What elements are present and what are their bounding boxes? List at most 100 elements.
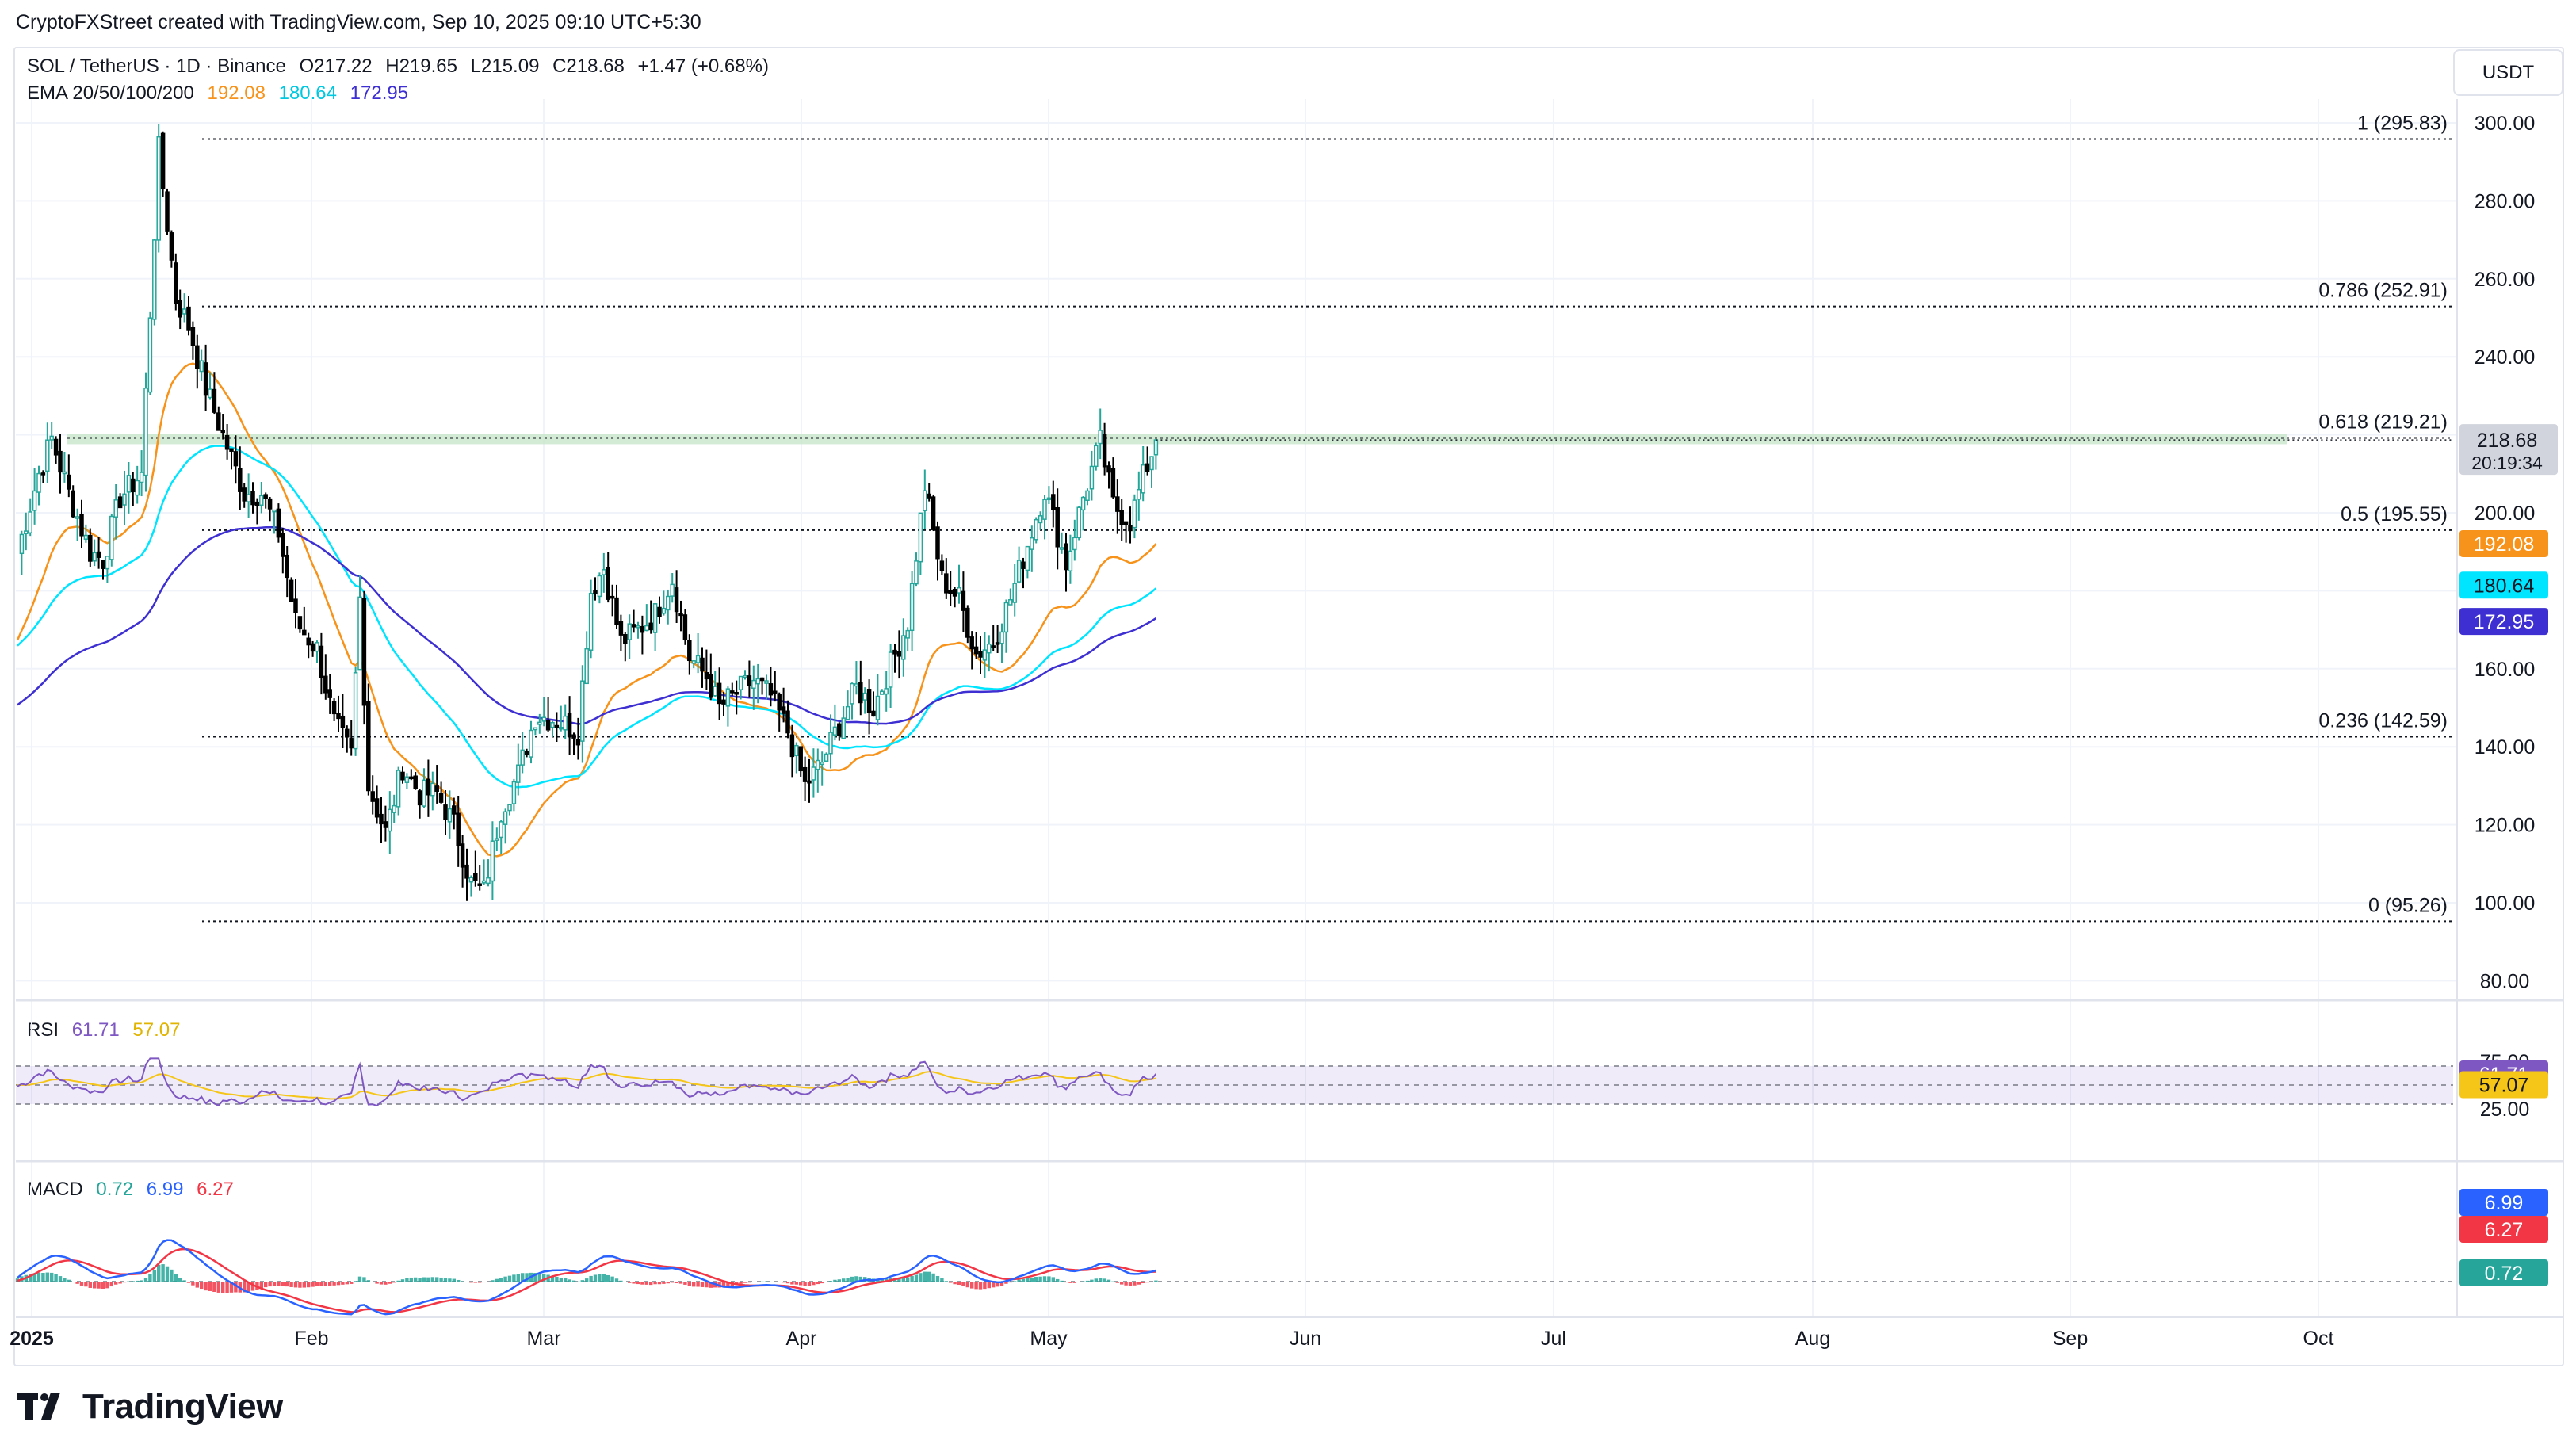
macd-histogram-bar: [923, 1271, 927, 1282]
macd-histogram-bar: [807, 1282, 812, 1286]
macd-histogram-bar: [812, 1282, 816, 1286]
symbol-legend[interactable]: SOL / TetherUS · 1D · Binance O217.22 H2…: [27, 55, 777, 78]
macd-histogram-bar: [790, 1282, 794, 1285]
macd-histogram-bar: [598, 1274, 602, 1282]
macd-legend-label[interactable]: MACD: [27, 1179, 83, 1200]
candle-body: [379, 813, 384, 825]
candle-body: [250, 491, 255, 506]
macd-legend[interactable]: MACD 0.72 6.99 6.27: [27, 1179, 242, 1201]
macd-histogram-bar: [1021, 1278, 1026, 1282]
macd-histogram-bar: [649, 1282, 653, 1286]
ema20-badge: 192.08: [2474, 533, 2534, 556]
candle-body: [802, 766, 808, 782]
candle-body: [807, 780, 812, 784]
fib-level-label: 1 (295.83): [2357, 113, 2448, 135]
candle-body: [755, 678, 760, 685]
candle-body: [468, 877, 474, 883]
resistance-zone: [67, 434, 2287, 445]
macd-histogram-bar: [45, 1272, 49, 1282]
candle-body: [340, 715, 346, 728]
candle-body: [1089, 465, 1095, 490]
rsi-legend[interactable]: RSI 61.71 57.07: [27, 1019, 188, 1041]
candle-body: [79, 514, 84, 537]
macd-histogram-bar: [409, 1277, 413, 1282]
candle-body: [652, 603, 658, 633]
candle-body: [1012, 583, 1017, 603]
candle-body: [62, 471, 67, 475]
macd-histogram-bar: [491, 1280, 495, 1282]
candle-body: [704, 671, 709, 680]
macd-histogram-bar: [323, 1282, 327, 1286]
macd-histogram-bar: [858, 1276, 862, 1282]
rsi-ma-badge-bg: [2459, 1071, 2548, 1099]
candle-body: [948, 590, 953, 594]
macd-histogram-bar: [354, 1281, 357, 1282]
candle-body: [1034, 518, 1038, 541]
macd-histogram-bar: [555, 1276, 559, 1282]
candle-body: [345, 728, 350, 738]
macd-histogram-bar: [1133, 1282, 1137, 1286]
candle-body: [918, 512, 923, 563]
symbol-pair[interactable]: SOL / TetherUS · 1D · Binance: [27, 55, 286, 77]
ema50-badge-bg: [2459, 571, 2548, 599]
currency-button[interactable]: USDT: [2453, 49, 2563, 96]
candle-body: [850, 682, 854, 705]
macd-histogram-bar: [247, 1282, 250, 1292]
candle-body: [353, 672, 358, 750]
candle-body: [700, 657, 705, 672]
candle-body: [438, 792, 444, 803]
macd-histogram-bar: [136, 1280, 140, 1282]
candle-body: [452, 805, 457, 815]
candle-body: [618, 621, 624, 636]
fib-level-label: 0.618 (219.21): [2318, 411, 2448, 433]
last-price-badge-bg: [2459, 424, 2558, 476]
candle-body: [759, 677, 765, 682]
candle-body: [160, 132, 166, 189]
ohlc-open: O217.22: [299, 55, 373, 77]
candle-body: [165, 191, 170, 232]
macd-line: [17, 1239, 1156, 1316]
macd-line-legend-value: 6.99: [146, 1179, 184, 1200]
macd-histogram-bar: [272, 1282, 277, 1286]
candle-body: [24, 530, 29, 535]
time-axis-label: Apr: [786, 1328, 817, 1350]
candle-body: [931, 496, 936, 530]
candle-body: [743, 674, 747, 678]
time-axis-label: Aug: [1795, 1328, 1830, 1350]
macd-histogram-bar: [978, 1282, 983, 1290]
macd-histogram-bar: [965, 1282, 969, 1288]
candle-body: [738, 675, 743, 690]
price-badges: 218.6820:19:34192.08180.64172.9561.7157.…: [2459, 424, 2558, 1286]
tradingview-brand[interactable]: TradingView: [17, 1387, 283, 1427]
candle-body: [443, 804, 448, 820]
macd-histogram-bar: [1085, 1280, 1090, 1282]
macd-histogram-bar: [375, 1282, 379, 1284]
candle-body: [768, 683, 774, 696]
macd-histogram-bar: [996, 1282, 999, 1287]
macd-histogram-bar: [709, 1282, 713, 1288]
candle-body: [139, 472, 144, 483]
macd-histogram-bar: [935, 1275, 940, 1282]
axes[interactable]: 300.00280.00260.00240.00220.00200.00180.…: [10, 113, 2535, 1350]
candle-body: [281, 533, 285, 557]
macd-histogram-bar: [54, 1274, 58, 1282]
macd-histogram-bar: [602, 1274, 606, 1282]
ema-legend-label[interactable]: EMA 20/50/100/200: [27, 82, 194, 104]
candle-body: [1149, 456, 1154, 471]
macd-histogram-bar: [50, 1272, 54, 1282]
candle-body: [1016, 560, 1022, 583]
macd-histogram-bar: [400, 1279, 405, 1282]
candle-body: [709, 674, 713, 698]
candle-body: [1003, 602, 1009, 633]
candle-body: [717, 682, 722, 705]
candle-body: [370, 791, 375, 802]
candle-body: [1030, 537, 1034, 550]
candles[interactable]: [19, 124, 2453, 901]
candle-body: [388, 808, 392, 832]
macd-histogram-bar: [974, 1282, 978, 1290]
macd-histogram-bar: [366, 1280, 370, 1282]
ema-legend[interactable]: EMA 20/50/100/200 192.08 180.64 172.95: [27, 82, 416, 105]
candle-body: [858, 682, 863, 704]
candle-body: [511, 781, 517, 804]
